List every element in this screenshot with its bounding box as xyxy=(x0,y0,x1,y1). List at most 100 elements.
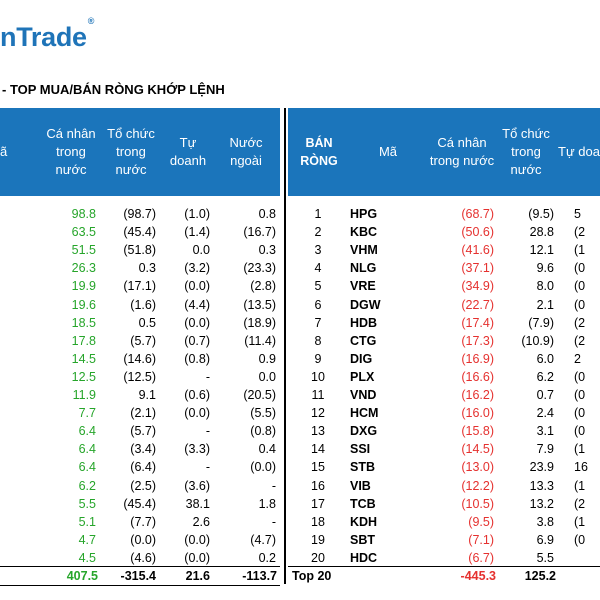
cell-tu-doanh: (0.0) xyxy=(184,406,210,421)
cell-code: STB xyxy=(350,460,375,475)
cell-tu-doanh: (4.4) xyxy=(184,297,210,312)
cell-to-chuc: (2.1) xyxy=(130,406,156,421)
cell-rank: 9 xyxy=(314,351,322,366)
cell-code: SSI xyxy=(350,442,371,457)
table-row: 51.5 (51.8) 0.0 0.3 xyxy=(0,241,280,259)
cell-code: DIG xyxy=(350,351,373,366)
header-tu-doanh-right-label: Tự doa xyxy=(558,144,600,159)
header-to-chuc-right-l1: Tổ chức xyxy=(502,126,550,141)
cell-ca-nhan: (68.7) xyxy=(461,207,494,221)
header-ca-nhan-l2: trong xyxy=(56,144,86,159)
cell-tu-doanh xyxy=(574,549,600,567)
cell-rank: 16 xyxy=(311,478,325,493)
brand-logo: nTrade® xyxy=(0,16,94,53)
cell-to-chuc: 5.5 xyxy=(536,550,554,565)
cell-rank: 6 xyxy=(314,297,322,312)
cell-ca-nhan: 6.4 xyxy=(78,424,96,439)
cell-code: DGW xyxy=(350,297,381,312)
cell-to-chuc: (98.7) xyxy=(123,207,156,221)
cell-rank: 13 xyxy=(311,424,325,439)
table-row: 26.3 0.3 (3.2) (23.3) xyxy=(0,259,280,277)
cell-rank: 10 xyxy=(311,369,325,384)
cell-tu-doanh: (0 xyxy=(574,424,586,439)
cell-to-chuc: 23.9 xyxy=(529,460,554,475)
cell-ca-nhan: (15.8) xyxy=(461,424,494,439)
cell-code: KBC xyxy=(350,225,378,240)
cell-tu-doanh: (0 xyxy=(574,388,586,402)
cell-tu-doanh: (1 xyxy=(574,243,586,258)
cell-ca-nhan: 6.4 xyxy=(78,442,96,457)
cell-tu-doanh: (0.0) xyxy=(184,279,210,294)
cell-tu-doanh: (1 xyxy=(574,442,586,457)
cell-to-chuc: 13.3 xyxy=(529,478,554,493)
cell-nuoc-ngoai: (23.3) xyxy=(243,261,276,276)
cell-rank: 12 xyxy=(311,406,325,421)
header-to-chuc: Tổ chức trong nước xyxy=(100,108,162,196)
cell-nuoc-ngoai: - xyxy=(271,514,276,529)
cell-ca-nhan: 12.5 xyxy=(71,369,96,384)
cell-rank: 14 xyxy=(311,442,325,457)
table-row: 17.8 (5.7) (0.7) (11.4) xyxy=(0,332,280,350)
cell-nuoc-ngoai: 1.8 xyxy=(258,496,276,511)
cell-ca-nhan: (17.3) xyxy=(461,333,494,348)
cell-ca-nhan: 4.7 xyxy=(78,532,96,547)
table-row: 1 HPG (68.7) (9.5) 5 xyxy=(288,205,600,223)
total-tu-doanh: 21.6 xyxy=(185,569,210,583)
header-ca-nhan-l3: nước xyxy=(55,162,87,177)
cell-ca-nhan: (6.7) xyxy=(468,550,494,565)
header-tu-doanh: Tự doanh xyxy=(164,108,212,196)
cell-to-chuc: 3.8 xyxy=(536,514,554,529)
cell-rank: 3 xyxy=(314,243,322,258)
table-row: 10 PLX (16.6) 6.2 (0 xyxy=(288,368,600,386)
cell-ca-nhan: 51.5 xyxy=(71,243,96,258)
cell-tu-doanh: 2 xyxy=(574,351,581,366)
cell-nuoc-ngoai: 0.8 xyxy=(258,207,276,221)
cell-tu-doanh: 38.1 xyxy=(185,496,210,511)
cell-code: KDH xyxy=(350,514,378,529)
cell-rank: 4 xyxy=(314,261,322,276)
table-row: 15 STB (13.0) 23.9 16 xyxy=(288,458,600,476)
cell-tu-doanh: 0.0 xyxy=(192,243,210,258)
cell-code: VND xyxy=(350,388,377,402)
cell-to-chuc: 3.1 xyxy=(536,424,554,439)
cell-nuoc-ngoai: (4.7) xyxy=(250,532,276,547)
cell-tu-doanh: 2.6 xyxy=(192,514,210,529)
cell-tu-doanh: (0 xyxy=(574,297,586,312)
cell-tu-doanh: (0 xyxy=(574,406,586,421)
cell-code: HDB xyxy=(350,315,378,330)
cell-code: SBT xyxy=(350,532,375,547)
cell-tu-doanh: (1 xyxy=(574,478,586,493)
left-total-row: 407.5 -315.4 21.6 -113.7 xyxy=(0,566,280,586)
table-row: 5 VRE (34.9) 8.0 (0 xyxy=(288,277,600,295)
cell-tu-doanh: (2 xyxy=(574,225,586,240)
table-row: 7.7 (2.1) (0.0) (5.5) xyxy=(0,404,280,422)
table-row: 4 NLG (37.1) 9.6 (0 xyxy=(288,259,600,277)
header-to-chuc-l3: nước xyxy=(115,162,147,177)
table-row: 19 SBT (7.1) 6.9 (0 xyxy=(288,531,600,549)
table-row: 5.1 (7.7) 2.6 - xyxy=(0,513,280,531)
table-row: 16 VIB (12.2) 13.3 (1 xyxy=(288,477,600,495)
top-net-sell-table: BÁN RÒNG Mã Cá nhân trong nước Tổ chức tron… xyxy=(288,108,600,584)
cell-nuoc-ngoai: (0.8) xyxy=(250,424,276,439)
cell-to-chuc: (45.4) xyxy=(123,225,156,240)
cell-to-chuc: 28.8 xyxy=(529,225,554,240)
cell-to-chuc: 12.1 xyxy=(529,243,554,258)
table-row: 5.5 (45.4) 38.1 1.8 xyxy=(0,495,280,513)
total-ca-nhan-right: -445.3 xyxy=(460,569,496,583)
total-ca-nhan: 407.5 xyxy=(66,569,98,583)
cell-to-chuc: (6.4) xyxy=(130,460,156,475)
header-to-chuc-l1: Tổ chức xyxy=(107,126,155,141)
header-tu-doanh-l1: Tự xyxy=(179,135,197,150)
cell-ca-nhan: (41.6) xyxy=(461,243,494,258)
header-to-chuc-right-l2: trong xyxy=(511,144,541,159)
cell-to-chuc: 9.1 xyxy=(138,388,156,402)
cell-ca-nhan: 19.6 xyxy=(71,297,96,312)
table-row: 17 TCB (10.5) 13.2 (2 xyxy=(288,495,600,513)
header-nuoc-ngoai: Nước ngoài xyxy=(220,108,272,196)
cell-tu-doanh: (0 xyxy=(574,279,586,294)
cell-tu-doanh: (0 xyxy=(574,261,586,276)
header-ma-right-label: Mã xyxy=(378,144,398,159)
page-title: - TOP MUA/BÁN RÒNG KHỚP LỆNH xyxy=(2,82,225,97)
table-row: 12 HCM (16.0) 2.4 (0 xyxy=(288,404,600,422)
cell-ca-nhan: (10.5) xyxy=(461,496,494,511)
